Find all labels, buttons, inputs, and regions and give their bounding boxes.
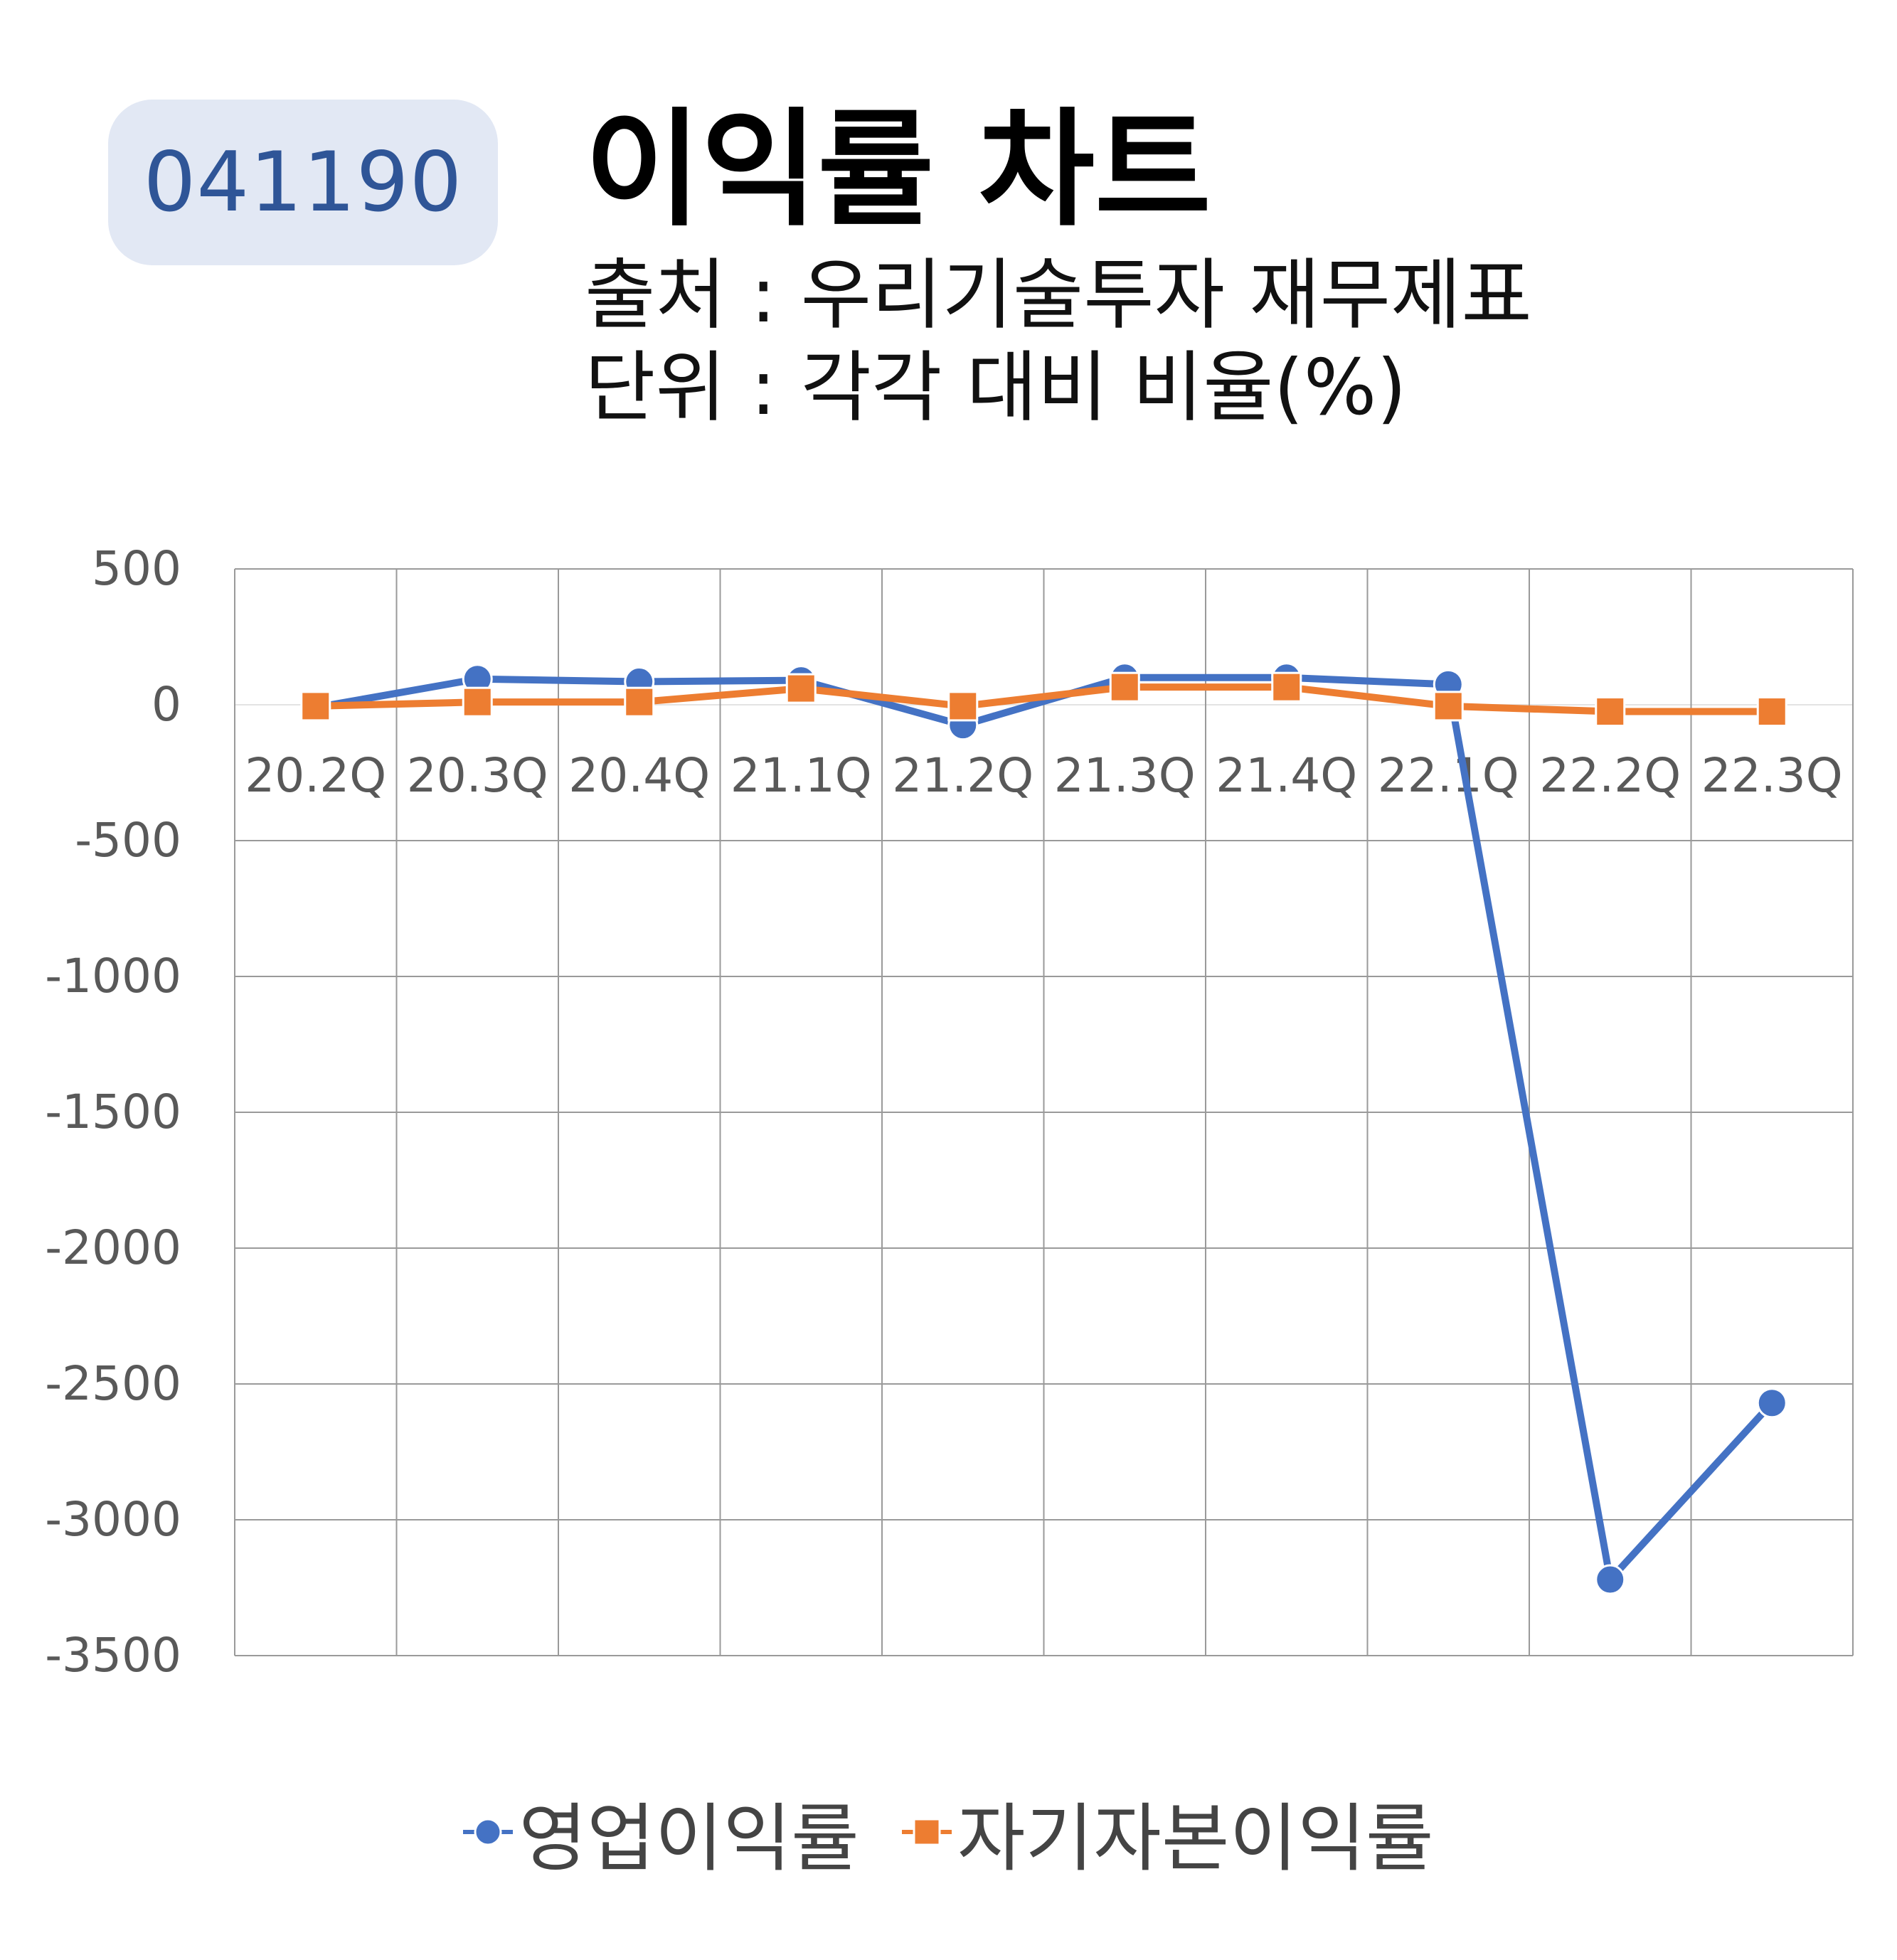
x-tick-label: 22.3Q [1701,748,1843,803]
y-tick-label: 500 [92,541,181,596]
source-text: 출처 : 우리기술투자 재무제표 [585,251,1532,340]
data-point [624,686,655,718]
x-tick-label: 20.3Q [407,748,548,803]
legend-item-series2: 자기자본이익률 [901,1778,1434,1885]
unit-text: 단위 : 각각 대비 비율(%) [585,343,1407,432]
y-tick-label: -1500 [45,1085,181,1139]
series-line [312,673,1776,1584]
data-point [1756,1388,1787,1419]
stock-code: 041190 [143,134,463,230]
data-point [1433,691,1464,722]
legend-label-series1: 영업이익률 [519,1795,859,1882]
data-point [785,673,817,704]
y-tick-label: -500 [75,813,181,868]
legend-item-series1: 영업이익률 [463,1778,859,1885]
y-tick-label: -2000 [45,1220,181,1275]
y-tick-label: -3000 [45,1492,181,1547]
chart-title: 이익률 차트 [585,96,1211,243]
data-point [1109,671,1140,703]
y-tick-label: 0 [152,677,181,732]
legend-label-series2: 자기자본이익률 [957,1795,1434,1882]
legend-square-marker-icon [901,1818,952,1846]
data-point [947,691,979,722]
stock-code-badge: 041190 [108,100,498,265]
y-tick-label: -1000 [45,949,181,1003]
data-point [1271,671,1302,703]
data-point [300,691,331,722]
series-line [312,683,1776,715]
data-point [1595,1564,1626,1595]
x-tick-label: 21.4Q [1216,748,1357,803]
legend-circle-marker-icon [463,1818,514,1846]
x-tick-label: 21.2Q [892,748,1033,803]
y-tick-label: -2500 [45,1356,181,1411]
data-point [1756,696,1787,728]
y-tick-label: -3500 [45,1628,181,1683]
x-tick-label: 21.3Q [1054,748,1196,803]
x-tick-label: 21.1Q [730,748,872,803]
x-tick-label: 20.4Q [568,748,710,803]
legend: 영업이익률 자기자본이익률 [0,1778,1897,1885]
x-tick-label: 20.2Q [245,748,386,803]
data-point [1595,696,1626,728]
x-tick-label: 22.2Q [1539,748,1681,803]
x-tick-label: 22.1Q [1378,748,1519,803]
data-point [462,686,493,718]
